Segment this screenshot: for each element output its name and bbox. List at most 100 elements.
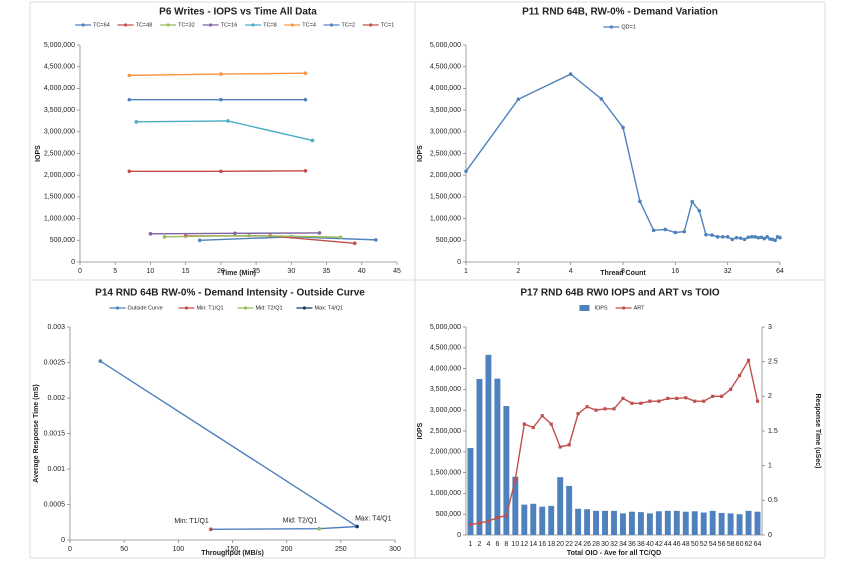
y-axis-label: IOPS <box>417 422 424 439</box>
bar <box>476 379 483 535</box>
bar <box>521 504 528 535</box>
y2-tick-label: 0.5 <box>768 497 778 504</box>
y2-tick-label: 1.5 <box>768 428 778 435</box>
bar <box>691 511 698 535</box>
point <box>477 521 482 525</box>
y-tick-label: 500,000 <box>436 511 461 518</box>
y-tick-label: 0.001 <box>47 466 65 473</box>
y-tick-label: 4,000,000 <box>430 85 461 92</box>
x-tick-label: 12 <box>520 541 528 548</box>
y-tick-label: 4,500,000 <box>430 64 461 71</box>
y-tick-label: 500,000 <box>436 237 461 244</box>
x-tick-label: 16 <box>538 541 546 548</box>
point <box>725 235 730 239</box>
x-tick-label: 24 <box>574 541 582 548</box>
y-tick-label: 0.003 <box>47 324 65 331</box>
point <box>317 231 322 235</box>
bar <box>664 510 671 535</box>
point <box>233 231 237 236</box>
point <box>755 399 760 403</box>
legend-marker <box>622 306 626 310</box>
y-tick-label: 3,000,000 <box>430 407 461 414</box>
bar <box>503 406 510 535</box>
point <box>486 519 491 523</box>
point <box>127 169 132 174</box>
series-line <box>465 73 781 242</box>
legend-label: IOPS <box>594 305 607 311</box>
y2-tick-label: 2.5 <box>768 359 778 366</box>
point <box>599 97 604 101</box>
point <box>675 396 679 401</box>
point <box>558 445 562 449</box>
point <box>756 235 761 240</box>
x-tick-label: 48 <box>682 541 690 548</box>
x-tick-label: 54 <box>709 541 717 548</box>
x-tick-label: 0 <box>78 268 82 275</box>
y-tick-label: 1,500,000 <box>44 194 75 201</box>
x-tick-label: 60 <box>736 541 744 548</box>
chart-title: P14 RND 64B RW-0% - Demand Intensity - O… <box>95 288 365 299</box>
bar <box>557 477 564 535</box>
series-line <box>99 360 360 531</box>
y-tick-label: 4,000,000 <box>44 85 75 92</box>
y-tick-label: 0 <box>71 259 75 266</box>
point <box>639 401 643 405</box>
point <box>657 399 661 403</box>
legend-label: ART <box>634 305 646 311</box>
x-tick-label: 10 <box>147 268 155 275</box>
chart-title: P6 Writes - IOPS vs Time All Data <box>159 7 317 18</box>
legend-label: TC=8 <box>263 22 277 28</box>
point <box>504 513 508 518</box>
bar <box>611 510 617 535</box>
x-tick-label: 150 <box>227 546 239 553</box>
point <box>638 199 642 204</box>
x-tick-label: 50 <box>691 541 699 548</box>
x-tick-label: 36 <box>628 541 636 548</box>
point <box>355 524 359 529</box>
y2-tick-label: 2 <box>768 393 772 400</box>
legend-marker <box>209 23 213 27</box>
x-tick-label: 1 <box>464 268 468 275</box>
x-tick-label: 14 <box>529 541 537 548</box>
legend-marker <box>369 23 373 27</box>
bar <box>512 476 519 535</box>
legend-marker <box>302 306 307 310</box>
x-tick-label: 5 <box>113 268 117 275</box>
point <box>621 396 625 401</box>
panel-frame <box>29 1 416 281</box>
point <box>127 73 132 78</box>
legend-marker <box>251 23 255 27</box>
x-tick-label: 45 <box>393 268 401 275</box>
point <box>219 169 223 174</box>
point <box>778 235 782 240</box>
point <box>317 526 321 531</box>
point <box>513 477 517 482</box>
legend-label: TC=1 <box>381 22 395 28</box>
point <box>765 235 769 239</box>
bar <box>584 509 591 535</box>
bar <box>602 510 608 535</box>
x-tick-label: 10 <box>511 541 519 548</box>
x-tick-label: 38 <box>637 541 645 548</box>
point <box>531 425 535 430</box>
point <box>753 235 757 239</box>
y-tick-label: 0.002 <box>47 395 65 402</box>
legend-marker <box>115 306 120 310</box>
point <box>612 407 616 411</box>
point <box>693 399 697 403</box>
bar <box>646 513 653 535</box>
x-tick-label: 8 <box>504 541 508 548</box>
y2-tick-label: 3 <box>768 324 772 331</box>
point <box>310 138 315 143</box>
bar <box>682 511 689 535</box>
bar <box>736 514 743 535</box>
x-tick-label: 34 <box>619 541 627 548</box>
bar <box>575 508 582 535</box>
point <box>516 97 521 102</box>
x-tick-label: 62 <box>745 541 753 548</box>
x-tick-label: 200 <box>281 546 293 553</box>
y-tick-label: 0.0025 <box>44 359 66 366</box>
point-label: Mid: T2/Q1 <box>283 517 318 524</box>
x-tick-label: 22 <box>565 541 573 548</box>
point <box>148 231 153 236</box>
